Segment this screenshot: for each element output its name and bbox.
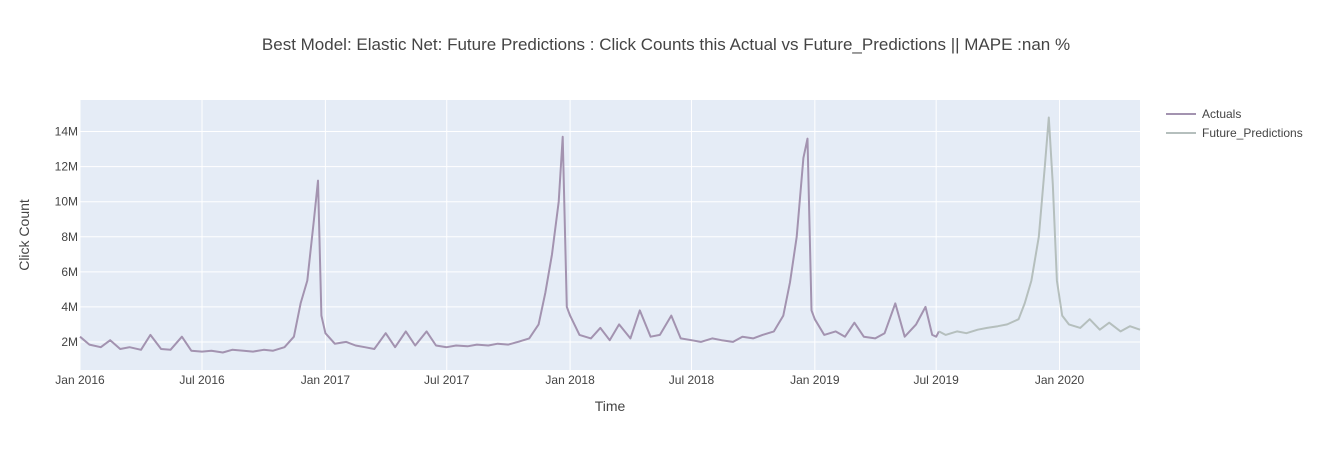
chart-title: Best Model: Elastic Net: Future Predicti… [262, 35, 1070, 54]
legend-label[interactable]: Actuals [1202, 107, 1241, 121]
y-tick-label: 14M [55, 125, 78, 139]
legend: Actuals Future_Predictions [1166, 107, 1303, 140]
x-tick-label: Jan 2017 [301, 373, 351, 387]
y-tick-label: 6M [61, 265, 78, 279]
grid-lines [79, 100, 1140, 370]
legend-label[interactable]: Future_Predictions [1202, 126, 1303, 140]
y-tick-label: 4M [61, 300, 78, 314]
series-line-actuals [79, 135, 940, 354]
x-tick-label: Jan 2018 [545, 373, 595, 387]
x-tick-label: Jan 2020 [1035, 373, 1085, 387]
x-tick-label: Jan 2019 [790, 373, 840, 387]
x-tick-label: Jul 2019 [913, 373, 959, 387]
series-lines [79, 116, 1141, 354]
x-tick-label: Jul 2018 [669, 373, 715, 387]
x-axis-label: Time [595, 398, 626, 414]
y-tick-label: 2M [61, 335, 78, 349]
x-axis-ticks: Jan 2016 Jul 2016 Jan 2017 Jul 2017 Jan 2018… [55, 373, 1084, 387]
x-tick-label: Jan 2016 [55, 373, 105, 387]
series-line-future-predictions [938, 116, 1141, 336]
x-tick-label: Jul 2016 [179, 373, 225, 387]
y-tick-label: 8M [61, 230, 78, 244]
y-axis-ticks: 2M 4M 6M 8M 10M 12M 14M [55, 125, 78, 349]
y-axis-label: Click Count [16, 199, 32, 271]
y-tick-label: 12M [55, 160, 78, 174]
y-tick-label: 10M [55, 195, 78, 209]
plot-area [80, 100, 1140, 370]
x-tick-label: Jul 2017 [424, 373, 470, 387]
